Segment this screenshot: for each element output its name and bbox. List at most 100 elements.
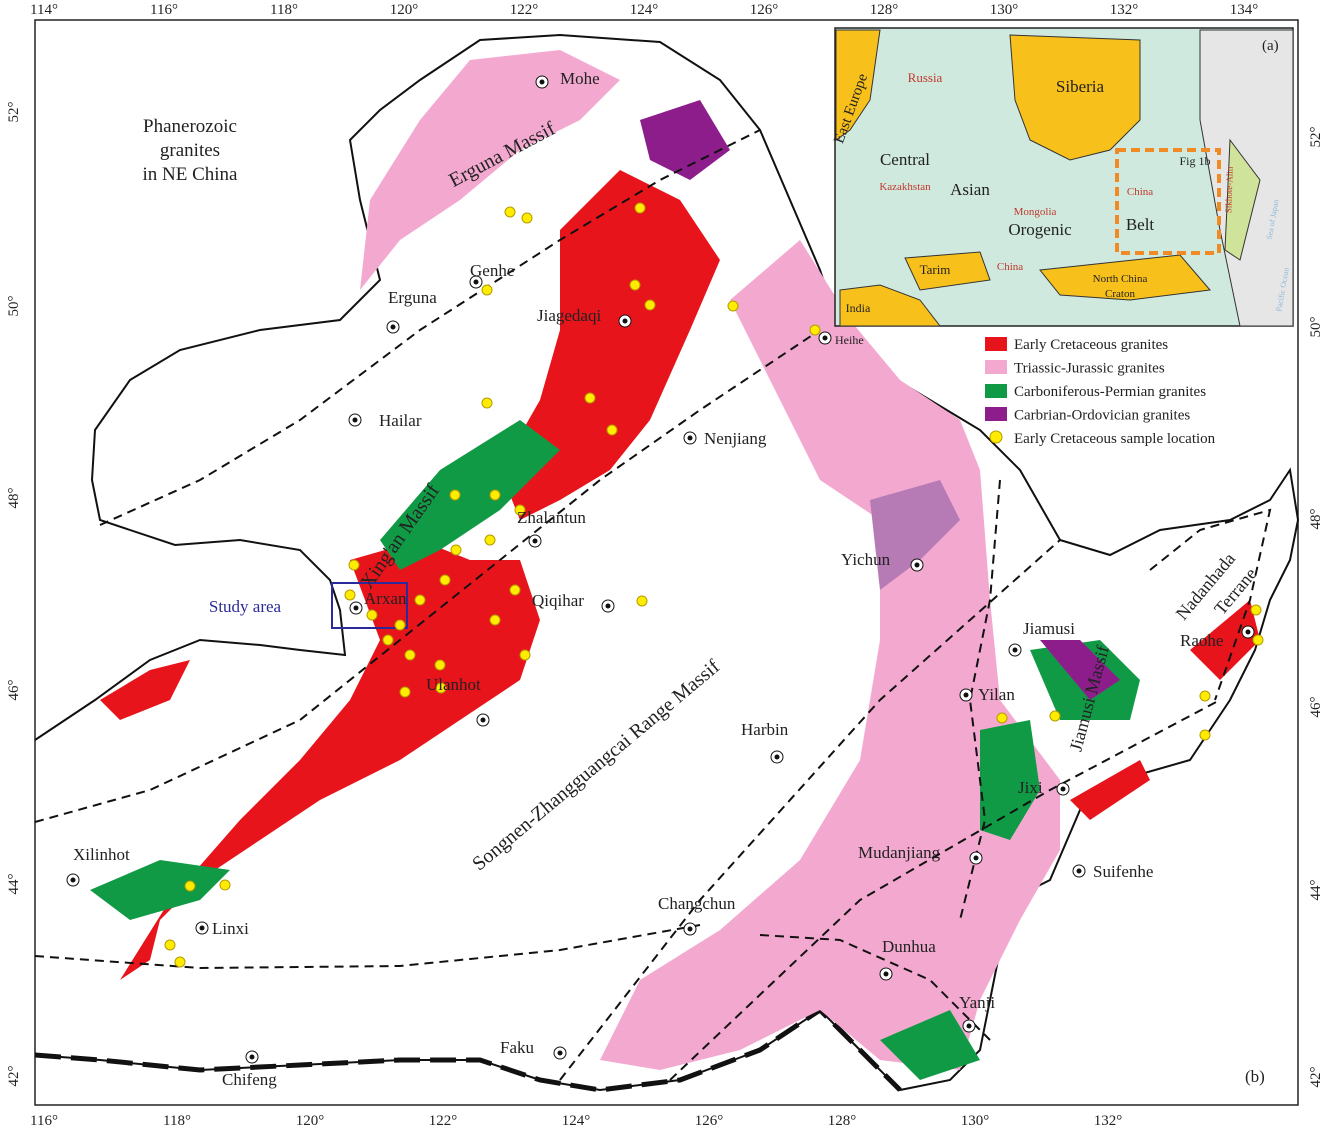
inset-label: Belt: [1126, 215, 1155, 234]
study-area-label: Study area: [209, 597, 282, 616]
longitude-label: 132°: [1110, 2, 1139, 18]
city-label: Zhalantun: [517, 508, 586, 527]
sample-dot: [514, 504, 526, 516]
city-label: Xilinhot: [73, 845, 130, 864]
city-label: Raohe: [1180, 631, 1223, 650]
city-label: Harbin: [741, 720, 789, 739]
inset-label: Russia: [908, 70, 943, 85]
legend: [985, 337, 1007, 444]
city-marker: [553, 1046, 567, 1060]
inset-label: Tarim: [920, 262, 951, 277]
red-zone: [1070, 760, 1150, 820]
green-zone: [980, 720, 1040, 840]
massif-boundary: [1149, 508, 1272, 701]
sample-dot: [634, 202, 646, 214]
longitude-label: 122°: [429, 1113, 458, 1129]
inset-label: North China: [1093, 273, 1148, 285]
longitude-label: 124°: [630, 2, 659, 18]
sample-dot: [344, 589, 356, 601]
inset-label: Fig 1b: [1179, 154, 1210, 168]
city-marker: [1241, 625, 1255, 639]
latitude-label: 48°: [6, 488, 22, 509]
craton: [904, 251, 991, 291]
city-marker: [348, 413, 362, 427]
sample-dot: [348, 559, 360, 571]
lilac-zone: [870, 480, 960, 590]
inset-label: Siberia: [1056, 77, 1105, 96]
sample-dot: [399, 686, 411, 698]
longitude-label: 126°: [695, 1113, 724, 1129]
green-zone: [880, 1010, 980, 1080]
longitude-label: 116°: [30, 1113, 58, 1129]
city-label: Yichun: [841, 550, 891, 569]
massif-boundary: [99, 129, 761, 526]
city-marker: [1056, 782, 1070, 796]
city-label: Jiamusi: [1023, 619, 1075, 638]
sample-dot: [481, 397, 493, 409]
city-label: Yilan: [978, 685, 1015, 704]
inset-label: India: [846, 301, 871, 315]
craton: [1009, 34, 1141, 161]
city-marker: [683, 922, 697, 936]
sample-dot: [727, 300, 739, 312]
sample-dot: [174, 956, 186, 968]
longitude-label: 114°: [30, 2, 58, 18]
sample-dot: [504, 206, 516, 218]
city-label: Suifenhe: [1093, 862, 1153, 881]
latitude-label: 46°: [1308, 697, 1324, 718]
sample-dot: [996, 712, 1008, 724]
sample-dot: [449, 489, 461, 501]
craton: [835, 29, 881, 141]
sample-dot: [184, 880, 196, 892]
legend-label: Carboniferous-Permian granites: [1014, 384, 1206, 400]
city-marker: [195, 921, 209, 935]
sample-dot: [164, 939, 176, 951]
massif-boundary: [559, 539, 1061, 1081]
legend-label: Triassic-Jurassic granites: [1014, 361, 1165, 377]
city-marker: [469, 275, 483, 289]
city-label: Mudanjiang: [858, 843, 941, 862]
longitude-label: 120°: [390, 2, 419, 18]
green-zone: [90, 860, 230, 920]
inset-label: China: [1127, 186, 1153, 198]
sample-dot: [450, 544, 462, 556]
city-marker: [66, 873, 80, 887]
panel-label: (a): [1262, 38, 1279, 54]
sample-dot: [414, 594, 426, 606]
sample-dot: [489, 489, 501, 501]
legend-swatch: [985, 337, 1007, 351]
latitude-label: 52°: [6, 102, 22, 123]
longitude-label: 130°: [990, 2, 1019, 18]
sample-dot: [809, 324, 821, 336]
longitude-label: 120°: [296, 1113, 325, 1129]
sample-dot: [644, 299, 656, 311]
inset-label: Mongolia: [1014, 206, 1057, 218]
sample-dot: [636, 595, 648, 607]
sample-dot: [1199, 729, 1211, 741]
sample-dot: [382, 634, 394, 646]
city-marker: [910, 558, 924, 572]
longitude-label: 118°: [163, 1113, 191, 1129]
city-marker: [962, 1019, 976, 1033]
latitude-label: 52°: [1308, 127, 1324, 148]
legend-swatch: [985, 360, 1007, 374]
massif-boundary: [34, 924, 701, 970]
red-zone: [1190, 600, 1260, 680]
purple-zone: [1040, 640, 1120, 700]
sample-dot: [434, 659, 446, 671]
city-marker: [959, 688, 973, 702]
longitude-label: 116°: [150, 2, 178, 18]
city-marker: [476, 713, 490, 727]
latitude-label: 44°: [6, 874, 22, 895]
city-marker: [245, 1050, 259, 1064]
red-zone: [500, 170, 720, 520]
city-label: Chifeng: [222, 1070, 277, 1089]
city-label: Jixi: [1018, 778, 1043, 797]
longitude-label: 122°: [510, 2, 539, 18]
city-marker: [1072, 864, 1086, 878]
sample-dot: [366, 609, 378, 621]
latitude-label: 48°: [1308, 509, 1324, 530]
inset-label: Orogenic: [1008, 220, 1072, 239]
city-label: Dunhua: [882, 937, 936, 956]
city-marker: [770, 750, 784, 764]
